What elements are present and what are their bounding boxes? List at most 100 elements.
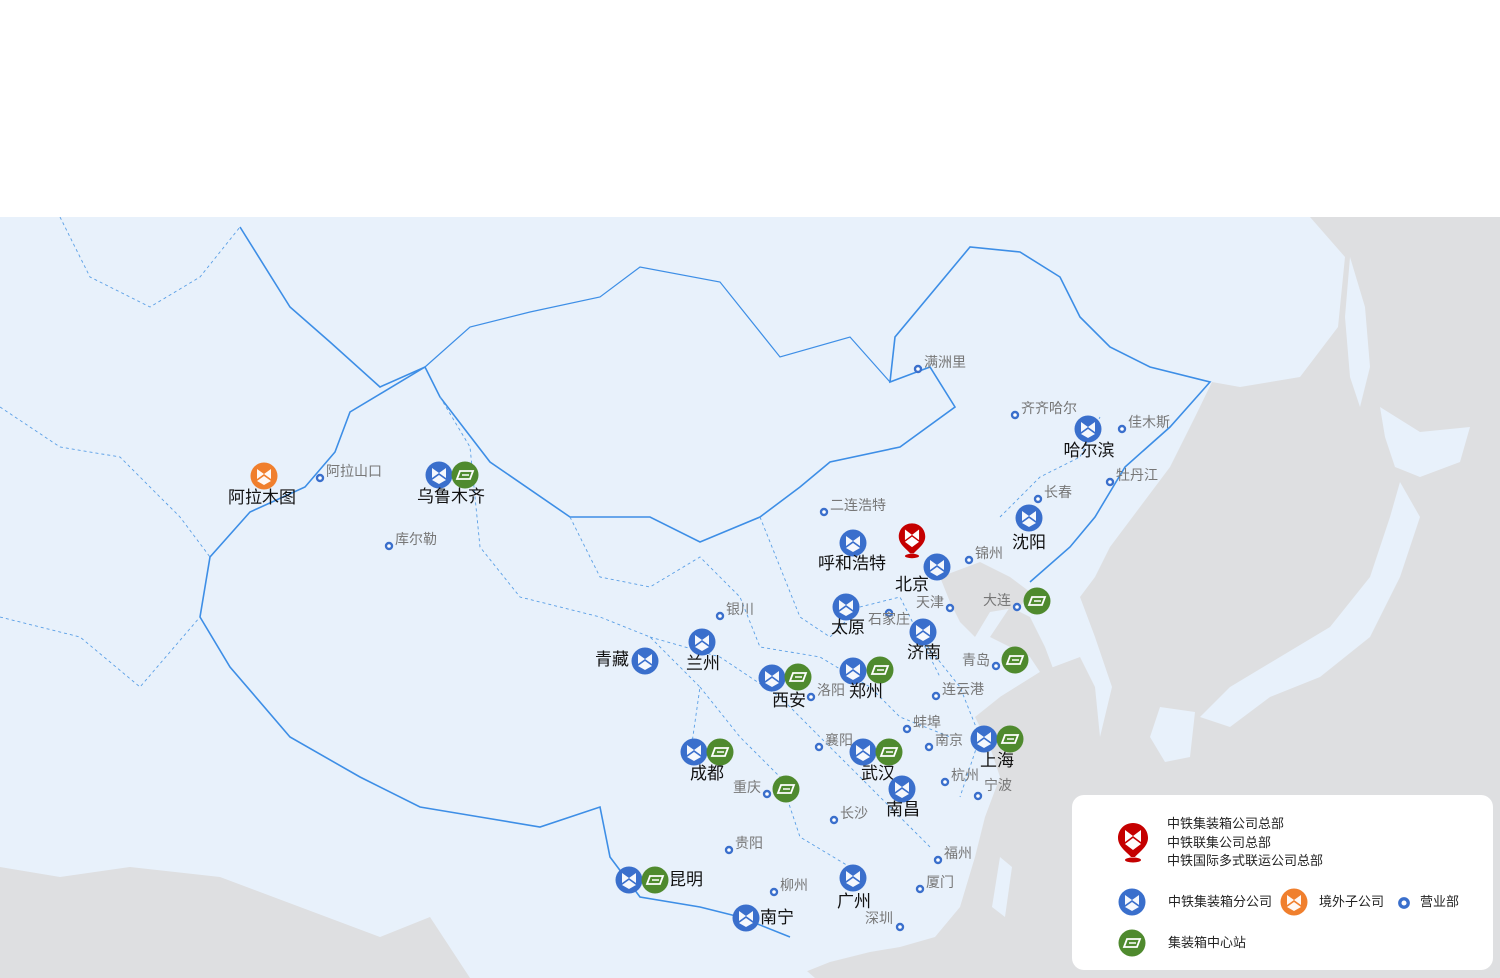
city-label-shenzhen: 深圳 bbox=[865, 911, 893, 927]
sales-office-icon-changsha[interactable] bbox=[829, 810, 839, 829]
sales-office-icon-jiamusi[interactable] bbox=[1117, 419, 1127, 438]
sales-office-icon bbox=[1397, 895, 1411, 914]
city-label-shijiazhuang: 石家庄 bbox=[868, 612, 910, 628]
sales-office-icon-fuzhou[interactable] bbox=[933, 850, 943, 869]
legend-hq-line-1: 中铁集装箱公司总部 bbox=[1167, 817, 1285, 832]
overseas-subsidiary-icon-almaty[interactable] bbox=[250, 462, 278, 494]
city-label-xiamen: 厦门 bbox=[926, 875, 954, 891]
sales-office-icon-korla[interactable] bbox=[384, 536, 394, 555]
branch-company-icon-qingzang[interactable] bbox=[631, 647, 659, 679]
city-label-qiqihar: 齐齐哈尔 bbox=[1021, 401, 1077, 417]
container-center-station-icon-shanghai[interactable] bbox=[996, 725, 1024, 757]
branch-company-icon-harbin[interactable] bbox=[1074, 415, 1102, 447]
container-center-station-icon-wuhan[interactable] bbox=[875, 738, 903, 770]
mongolia-border bbox=[424, 266, 891, 383]
sales-office-icon-jinzhou[interactable] bbox=[964, 550, 974, 569]
container-center-station-icon-chongqing[interactable] bbox=[772, 775, 800, 807]
china-railway-container-network-map[interactable]: 阿拉木图 阿拉山口 乌鲁木齐 库尔勒 满洲里 齐齐哈尔 哈尔滨 佳木斯 牡丹江 长春 沈阳 锦州 二连浩… bbox=[0, 217, 1500, 978]
asia-landmass bbox=[0, 217, 1345, 978]
kyushu bbox=[1150, 707, 1195, 762]
bohai-sea bbox=[940, 562, 1030, 637]
sales-office-icon-xiangyang[interactable] bbox=[814, 737, 824, 756]
city-label-alashankou: 阿拉山口 bbox=[326, 464, 382, 480]
city-label-guangzhou: 广州 bbox=[837, 892, 871, 912]
branch-company-icon-jinan[interactable] bbox=[909, 618, 937, 650]
city-label-mudanjiang: 牡丹江 bbox=[1116, 468, 1158, 484]
city-label-xian: 西安 bbox=[772, 691, 806, 711]
container-center-station-icon-dalian[interactable] bbox=[1023, 587, 1051, 619]
legend-overseas-label: 境外子公司 bbox=[1319, 895, 1385, 910]
blank-header-area bbox=[0, 0, 1500, 217]
container-center-station-icon-kunming[interactable] bbox=[641, 866, 669, 898]
branch-company-icon-wuhan[interactable] bbox=[849, 738, 877, 770]
sales-office-icon-erenhot[interactable] bbox=[819, 502, 829, 521]
sales-office-icon-lianyungang[interactable] bbox=[931, 686, 941, 705]
sales-office-icon-mudanjiang[interactable] bbox=[1105, 472, 1115, 491]
city-label-xiangyang: 襄阳 bbox=[825, 733, 853, 749]
china-border bbox=[239, 226, 1212, 583]
legend-center-label: 集装箱中心站 bbox=[1168, 936, 1247, 951]
sales-office-icon-hangzhou[interactable] bbox=[940, 772, 950, 791]
sales-office-icon-yinchuan[interactable] bbox=[715, 606, 725, 625]
legend-hq-line-3: 中铁国际多式联运公司总部 bbox=[1167, 854, 1324, 869]
sales-office-icon-manzhouli[interactable] bbox=[913, 359, 923, 378]
branch-company-icon-beijing[interactable] bbox=[923, 553, 951, 585]
container-center-station-icon-urumqi[interactable] bbox=[451, 461, 479, 493]
city-label-hohhot: 呼和浩特 bbox=[818, 554, 886, 574]
branch-company-icon-zhengzhou[interactable] bbox=[839, 657, 867, 689]
branch-company-icon-nanning[interactable] bbox=[732, 904, 760, 936]
headquarters-pin-icon-beijing[interactable] bbox=[897, 521, 927, 565]
sales-office-icon-chongqing[interactable] bbox=[762, 784, 772, 803]
sales-office-icon-tianjin[interactable] bbox=[945, 598, 955, 617]
branch-company-icon-taiyuan[interactable] bbox=[832, 593, 860, 625]
taiwan bbox=[992, 857, 1012, 917]
sales-office-icon-shenzhen[interactable] bbox=[895, 917, 905, 936]
city-label-tianjin: 天津 bbox=[916, 595, 944, 611]
hokkaido bbox=[1380, 407, 1470, 477]
container-center-station-icon-xian[interactable] bbox=[784, 663, 812, 695]
container-center-station-icon-chengdu[interactable] bbox=[706, 738, 734, 770]
branch-company-icon-xian[interactable] bbox=[758, 664, 786, 696]
sales-office-icon-qingdao[interactable] bbox=[991, 656, 1001, 675]
branch-company-icon-shanghai[interactable] bbox=[970, 725, 998, 757]
branch-company-icon-nanchang[interactable] bbox=[888, 775, 916, 807]
sales-office-icon-guiyang[interactable] bbox=[724, 840, 734, 859]
branch-company-icon bbox=[1118, 888, 1148, 922]
overseas-subsidiary-icon bbox=[1280, 888, 1310, 922]
sales-office-icon-liuzhou[interactable] bbox=[769, 882, 779, 901]
branch-company-icon-chengdu[interactable] bbox=[680, 738, 708, 770]
sales-office-icon-alashankou[interactable] bbox=[315, 468, 325, 487]
city-label-ningbo: 宁波 bbox=[984, 778, 1012, 794]
branch-company-icon-lanzhou[interactable] bbox=[688, 628, 716, 660]
city-label-guiyang: 贵阳 bbox=[735, 836, 763, 852]
city-label-manzhouli: 满洲里 bbox=[924, 355, 966, 371]
legend-branch-label: 中铁集装箱分公司 bbox=[1168, 895, 1273, 910]
sales-office-icon-qiqihar[interactable] bbox=[1010, 405, 1020, 424]
sales-office-icon-dalian[interactable] bbox=[1012, 597, 1022, 616]
sales-office-icon-changchun[interactable] bbox=[1033, 489, 1043, 508]
sales-office-icon-bengbu[interactable] bbox=[902, 719, 912, 738]
sales-office-icon-luoyang[interactable] bbox=[806, 687, 816, 706]
city-label-changchun: 长春 bbox=[1044, 485, 1072, 501]
branch-company-icon-hohhot[interactable] bbox=[839, 529, 867, 561]
city-label-jinzhou: 锦州 bbox=[975, 546, 1003, 562]
branch-company-icon-urumqi[interactable] bbox=[425, 461, 453, 493]
city-label-liuzhou: 柳州 bbox=[780, 878, 808, 894]
sales-office-icon-xiamen[interactable] bbox=[915, 879, 925, 898]
container-center-station-icon-zhengzhou[interactable] bbox=[866, 656, 894, 688]
city-label-zhengzhou: 郑州 bbox=[849, 682, 883, 702]
branch-company-icon-kunming[interactable] bbox=[615, 866, 643, 898]
base-map bbox=[0, 217, 1500, 978]
branch-company-icon-guangzhou[interactable] bbox=[839, 864, 867, 896]
sales-office-icon-nanjing[interactable] bbox=[924, 737, 934, 756]
sales-office-icon-shijiazhuang[interactable] bbox=[884, 603, 894, 622]
city-label-fuzhou: 福州 bbox=[944, 846, 972, 862]
city-label-lianyungang: 连云港 bbox=[942, 682, 984, 698]
city-label-nanjing: 南京 bbox=[935, 733, 963, 749]
branch-company-icon-shenyang[interactable] bbox=[1015, 504, 1043, 536]
city-label-lanzhou: 兰州 bbox=[686, 654, 720, 674]
city-label-qingdao: 青岛 bbox=[962, 653, 990, 669]
sales-office-icon-ningbo[interactable] bbox=[973, 786, 983, 805]
container-center-station-icon-qingdao[interactable] bbox=[1001, 646, 1029, 678]
hq-pin-icon bbox=[1118, 823, 1148, 863]
